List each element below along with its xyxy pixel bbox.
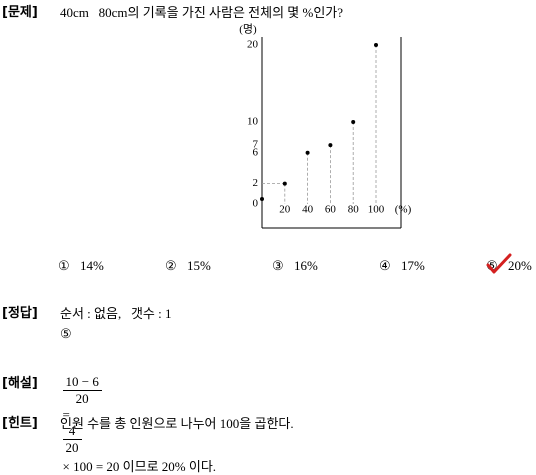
explanation-tag: [해설] — [2, 376, 38, 391]
point — [282, 181, 287, 186]
y-tick-label: 0 — [253, 198, 259, 210]
option-text[interactable]: 14% — [80, 258, 104, 273]
x-axis-label: (%) — [395, 204, 412, 216]
hint-text: 인원 수를 총 인원으로 나누어 100을 곱한다. — [60, 416, 294, 431]
y-axis-label: (명) — [239, 23, 257, 36]
y-tick-label: 20 — [247, 39, 259, 51]
question-tag: [문제] — [2, 5, 38, 20]
y-tick-label: 10 — [247, 116, 259, 128]
fraction: 10 − 6 20 — [62, 374, 102, 407]
x-tick-label: 100 — [368, 204, 385, 216]
denominator: 20 — [75, 391, 89, 406]
y-tick-label: 7 — [253, 139, 259, 151]
option-marker[interactable]: ③ — [272, 258, 284, 273]
point — [328, 143, 333, 148]
check-mark — [486, 253, 512, 274]
numerator: 10 − 6 — [62, 374, 102, 391]
explanation-text: × 100 = 20 이므로 20% 이다. — [62, 459, 217, 474]
answer-tag: [정답] — [2, 306, 38, 321]
chart: (명) (%) 0 2 67 10 20 20 40 60 80 100 — [239, 23, 412, 229]
page: {"question": {"tag": "[문제]", "text": "40… — [2, 5, 532, 474]
x-tick-label: 60 — [325, 204, 337, 216]
equals: = — [62, 407, 70, 422]
answer-line: ⑤ — [60, 326, 72, 341]
question-text: 40cm 80cm의 기록을 가진 사람은 전체의 몇 %인가? — [60, 5, 344, 20]
option-marker[interactable]: ⑤ — [486, 258, 498, 273]
x-tick-label: 40 — [302, 204, 314, 216]
option-text[interactable]: 16% — [294, 258, 318, 273]
answer-line: 순서 : 없음, 갯수 : 1 — [60, 306, 172, 321]
x-tick-label: 20 — [279, 204, 291, 216]
y-tick-label: 2 — [253, 177, 259, 189]
option-marker[interactable]: ② — [165, 258, 177, 273]
point — [351, 120, 356, 124]
y-tick-label: 6 — [253, 146, 259, 158]
option-text[interactable]: 17% — [401, 258, 425, 273]
point — [260, 197, 264, 201]
point — [374, 43, 378, 47]
option-text[interactable]: 15% — [187, 258, 211, 273]
option-text[interactable]: 20% — [508, 258, 532, 273]
hint-tag: [힌트] — [2, 416, 38, 431]
point — [305, 150, 310, 155]
x-tick-label: 80 — [348, 204, 360, 216]
option-marker[interactable]: ④ — [379, 258, 391, 273]
option-marker[interactable]: ① — [58, 258, 70, 273]
denominator: 20 — [65, 440, 79, 455]
